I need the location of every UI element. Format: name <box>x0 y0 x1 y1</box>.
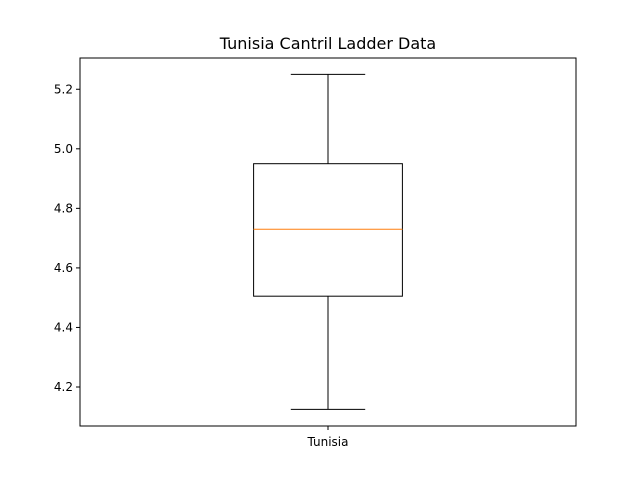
x-axis: Tunisia <box>307 426 349 449</box>
box-series <box>253 73 403 410</box>
y-tick-label: 5.0 <box>54 142 73 156</box>
y-tick-label: 4.2 <box>54 380 73 394</box>
y-tick-label: 5.2 <box>54 82 73 96</box>
interquartile-box <box>253 163 403 297</box>
y-axis: 4.2 4.4 4.6 4.8 5.0 5.2 <box>54 82 80 394</box>
y-tick-label: 4.8 <box>54 201 73 215</box>
y-tick-label: 4.4 <box>54 320 73 334</box>
y-tick-label: 4.6 <box>54 261 73 275</box>
chart-title: Tunisia Cantril Ladder Data <box>219 34 436 53</box>
x-tick-label: Tunisia <box>307 435 349 449</box>
